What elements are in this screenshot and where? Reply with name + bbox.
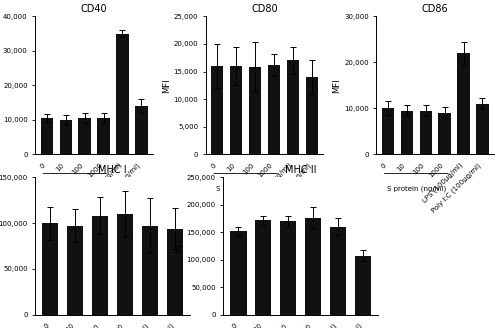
Bar <box>41 118 53 154</box>
Bar <box>142 226 158 315</box>
Title: CD80: CD80 <box>251 4 278 14</box>
Bar <box>59 120 72 154</box>
Bar <box>401 111 413 154</box>
Bar <box>287 60 299 154</box>
Bar <box>457 53 470 154</box>
Bar <box>117 214 133 315</box>
Text: S protein (ng/ml): S protein (ng/ml) <box>45 186 105 192</box>
Bar <box>419 111 432 154</box>
Bar <box>79 118 91 154</box>
Bar <box>135 106 148 154</box>
Title: MHC I: MHC I <box>98 165 127 175</box>
Bar <box>249 67 261 154</box>
Bar <box>42 223 58 315</box>
Y-axis label: MFI: MFI <box>332 78 341 92</box>
Bar <box>167 229 183 315</box>
Text: S protein (ng/ml): S protein (ng/ml) <box>216 186 275 192</box>
Bar <box>382 108 394 154</box>
Bar <box>92 216 108 315</box>
Bar <box>330 227 346 315</box>
Bar <box>255 220 272 315</box>
Title: MHC II: MHC II <box>285 165 317 175</box>
Bar <box>230 231 246 315</box>
Bar <box>268 65 280 154</box>
Bar <box>116 34 129 154</box>
Bar <box>355 256 371 315</box>
Bar <box>438 113 451 154</box>
Text: S protein (ng/ml): S protein (ng/ml) <box>387 186 446 192</box>
Title: CD40: CD40 <box>81 4 107 14</box>
Bar <box>280 221 296 315</box>
Y-axis label: MFI: MFI <box>162 78 171 92</box>
Bar <box>306 77 318 154</box>
Bar <box>305 218 321 315</box>
Y-axis label: MFI: MFI <box>175 239 183 253</box>
Bar <box>230 66 242 154</box>
Bar <box>67 226 83 315</box>
Bar <box>97 118 110 154</box>
Bar <box>211 66 223 154</box>
Title: CD86: CD86 <box>422 4 449 14</box>
Bar <box>476 104 488 154</box>
